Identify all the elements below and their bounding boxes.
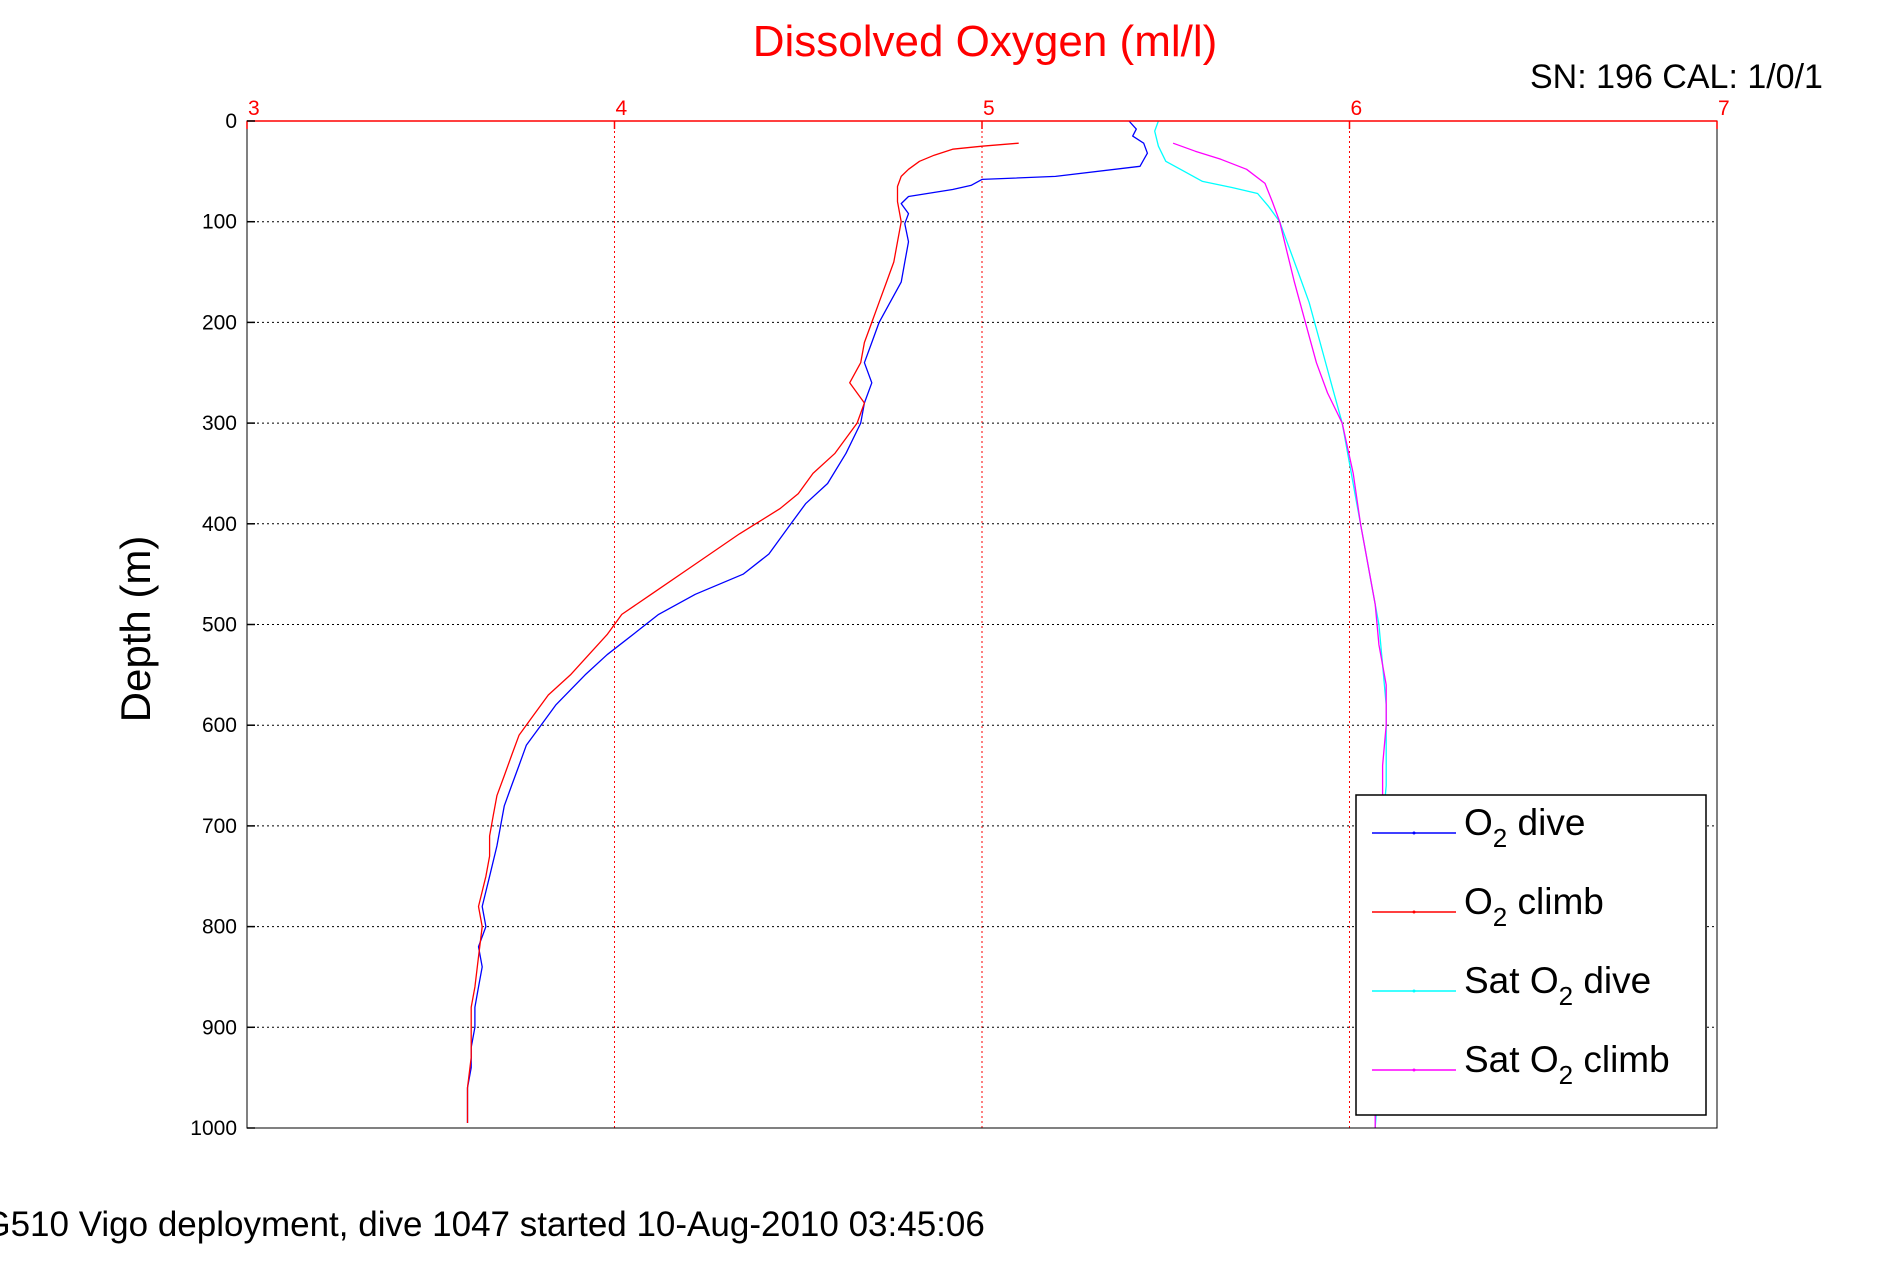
- y-axis-label: Depth (m): [112, 536, 159, 723]
- x-tick-label: 3: [248, 97, 260, 120]
- y-tick-label: 100: [202, 211, 237, 234]
- legend-box: [1355, 794, 1707, 1116]
- y-tick-label: 300: [202, 412, 237, 435]
- legend-entry: O2 dive: [1464, 802, 1585, 853]
- legend-marker: [1412, 831, 1416, 835]
- caption: SG510 Vigo deployment, dive 1047 started…: [0, 1205, 985, 1244]
- series-line: [466, 142, 1019, 1123]
- x-tick-label: 6: [1351, 97, 1363, 120]
- legend-marker: [1412, 1068, 1416, 1072]
- x-tick-label: 5: [983, 97, 995, 120]
- x-tick-label: 4: [616, 97, 628, 120]
- y-tick-label: 500: [202, 614, 237, 637]
- legend-entry: O2 climb: [1464, 881, 1604, 932]
- chart-title: Dissolved Oxygen (ml/l): [753, 17, 1218, 66]
- legend-marker: [1412, 989, 1416, 993]
- legend-marker: [1412, 910, 1416, 914]
- ticks: 3 4 5 6 7 0 100 200 300 400 500 600 700 800 900 1000: [190, 97, 1729, 1140]
- x-tick-label: 7: [1718, 97, 1730, 120]
- y-tick-label: 900: [202, 1016, 237, 1039]
- y-tick-label: 700: [202, 815, 237, 838]
- y-tick-label: 200: [202, 311, 237, 334]
- y-tick-label: 1000: [190, 1117, 237, 1140]
- y-tick-label: 0: [225, 110, 237, 133]
- legend-entry: Sat O2 dive: [1464, 960, 1651, 1011]
- y-tick-label: 400: [202, 513, 237, 536]
- y-tick-label: 600: [202, 714, 237, 737]
- legend: O2 dive O2 climb Sat O2 dive Sat O2 climb: [1355, 794, 1707, 1116]
- y-tick-label: 800: [202, 916, 237, 939]
- sn-cal-label: SN: 196 CAL: 1/0/1: [1530, 58, 1823, 96]
- legend-entry: Sat O2 climb: [1464, 1039, 1670, 1090]
